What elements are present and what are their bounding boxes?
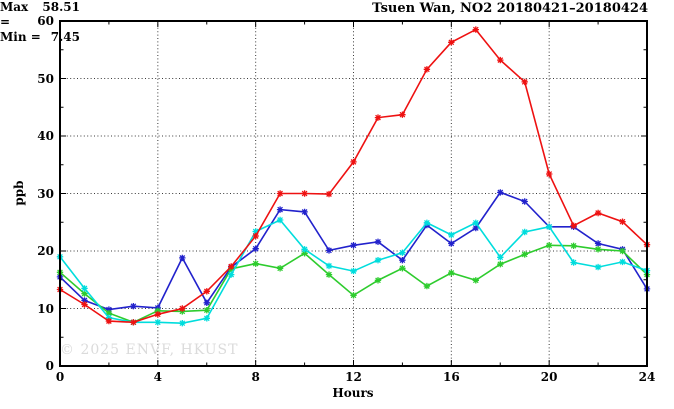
y-tick-label: 0: [45, 359, 54, 373]
maxmin-box: Max = 58.51 Min = 7.45: [0, 0, 80, 45]
min-label: Min =: [0, 30, 41, 44]
series-cyan-markers: [56, 216, 651, 327]
y-tick-label: 10: [37, 301, 54, 316]
y-tick-label: 20: [37, 244, 54, 258]
series-blue-line: [59, 191, 648, 311]
max-value: 58.51: [42, 0, 80, 14]
x-tick-label: 24: [638, 370, 656, 384]
chart-title: Tsuen Wan, NO2 20180421–20180424: [372, 1, 648, 16]
y-tick-label: 30: [37, 186, 54, 201]
x-tick-label: 0: [55, 370, 65, 384]
x-tick-label: 20: [540, 370, 558, 384]
x-tick-label: 12: [345, 370, 362, 384]
y-tick-label: 50: [37, 71, 54, 86]
x-tick-label: 4: [153, 370, 162, 384]
max-label: Max =: [0, 0, 29, 29]
x-axis-label: Hours: [332, 386, 374, 400]
y-tick-label: 40: [37, 129, 54, 143]
plot-frame: [59, 20, 648, 367]
x-tick-label: 8: [251, 370, 260, 384]
watermark: © 2025 ENVF, HKUST: [60, 342, 239, 358]
x-tick-label: 16: [442, 370, 460, 384]
max-row: Max = 58.51: [0, 0, 80, 30]
y-tick-label: 60: [37, 14, 54, 28]
min-value: 7.45: [50, 30, 80, 44]
series-red-markers: [56, 26, 651, 326]
series-red-line: [59, 28, 648, 324]
min-row: Min = 7.45: [0, 30, 80, 45]
